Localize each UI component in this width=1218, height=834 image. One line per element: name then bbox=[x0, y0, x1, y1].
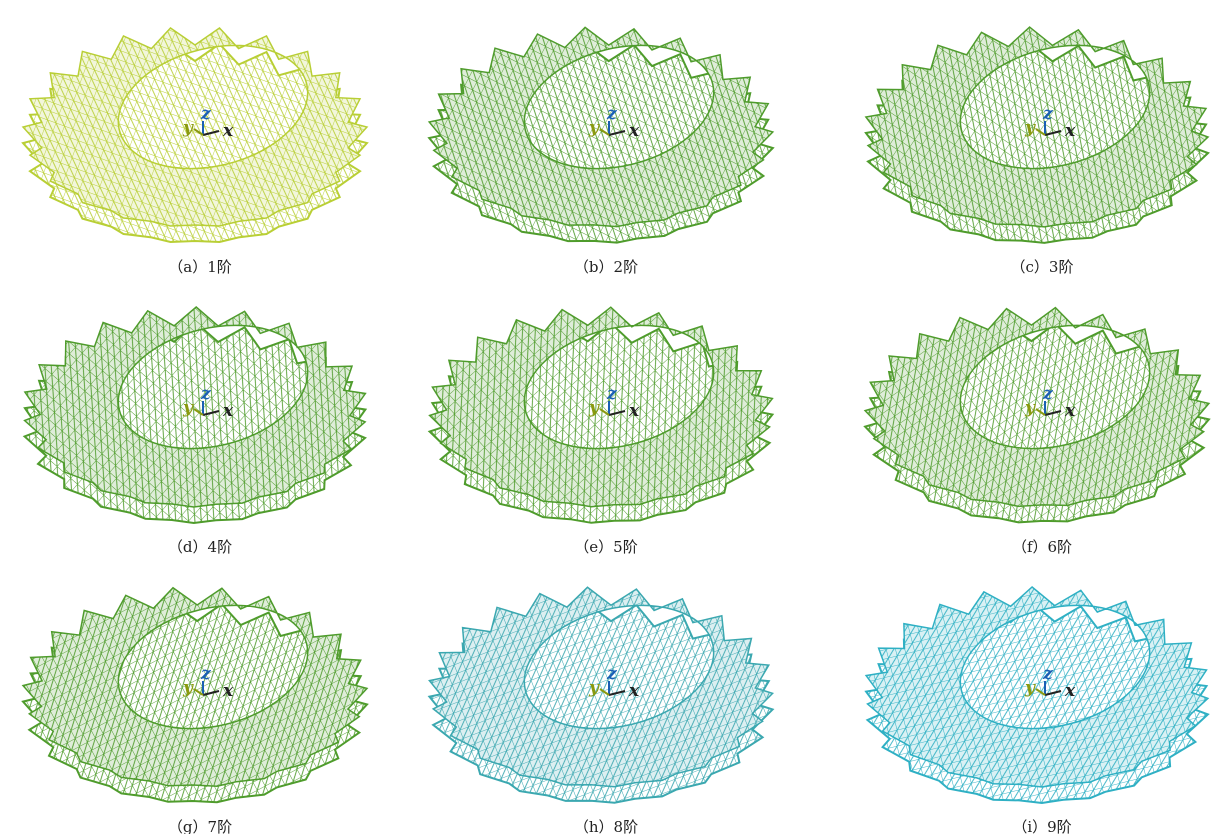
axis-label-x: x bbox=[628, 401, 640, 421]
axis-label-y: y bbox=[1024, 678, 1036, 698]
mode-panel: yzx bbox=[23, 588, 367, 802]
mode-panel: yzx bbox=[429, 587, 772, 802]
axis-label-y: y bbox=[182, 398, 194, 418]
panel-caption: （g）7阶 bbox=[168, 818, 232, 834]
mode-panel: yzx bbox=[429, 27, 773, 242]
axis-label-x: x bbox=[628, 121, 640, 141]
axis-label-z: z bbox=[606, 384, 617, 404]
axis-label-x: x bbox=[222, 121, 234, 141]
mode-panel: yzx bbox=[25, 307, 366, 523]
axis-label-y: y bbox=[588, 118, 600, 138]
panel-caption: （e）5阶 bbox=[574, 538, 637, 556]
panel-caption: （b）2阶 bbox=[574, 258, 638, 276]
axis-label-z: z bbox=[1042, 664, 1053, 684]
mode-panel: yzx bbox=[865, 308, 1209, 523]
panel-caption: （d）4阶 bbox=[168, 538, 232, 556]
panel-caption: （a）1阶 bbox=[168, 258, 232, 276]
axis-label-x: x bbox=[1064, 121, 1076, 141]
mode-panel: yzx bbox=[430, 307, 773, 523]
axis-label-y: y bbox=[588, 398, 600, 418]
axis-label-y: y bbox=[588, 678, 600, 698]
panel-caption: （f）6阶 bbox=[1012, 538, 1072, 556]
axis-label-x: x bbox=[222, 401, 234, 421]
axis-label-z: z bbox=[200, 664, 211, 684]
axis-label-y: y bbox=[182, 118, 194, 138]
panel-caption: （i）9阶 bbox=[1012, 818, 1071, 834]
mode-panel: yzx bbox=[866, 587, 1208, 803]
mode-panel: yzx bbox=[23, 28, 367, 242]
axis-label-x: x bbox=[628, 681, 640, 701]
panel-caption: （h）8阶 bbox=[574, 818, 638, 834]
axis-label-z: z bbox=[200, 104, 211, 124]
axis-label-y: y bbox=[1024, 398, 1036, 418]
axis-label-x: x bbox=[1064, 401, 1076, 421]
axis-label-z: z bbox=[606, 664, 617, 684]
axis-label-z: z bbox=[606, 104, 617, 124]
axis-label-y: y bbox=[1024, 118, 1036, 138]
axis-label-z: z bbox=[200, 384, 211, 404]
axis-label-x: x bbox=[222, 681, 234, 701]
axis-label-z: z bbox=[1042, 104, 1053, 124]
axis-label-x: x bbox=[1064, 681, 1076, 701]
figure: yzx（a）1阶yzx（b）2阶yzx（c）3阶yzx（d）4阶yzx（e）5阶… bbox=[0, 0, 1218, 834]
axis-label-z: z bbox=[1042, 384, 1053, 404]
mode-panel: yzx bbox=[866, 27, 1208, 243]
panel-caption: （c）3阶 bbox=[1011, 258, 1074, 276]
axis-label-y: y bbox=[182, 678, 194, 698]
